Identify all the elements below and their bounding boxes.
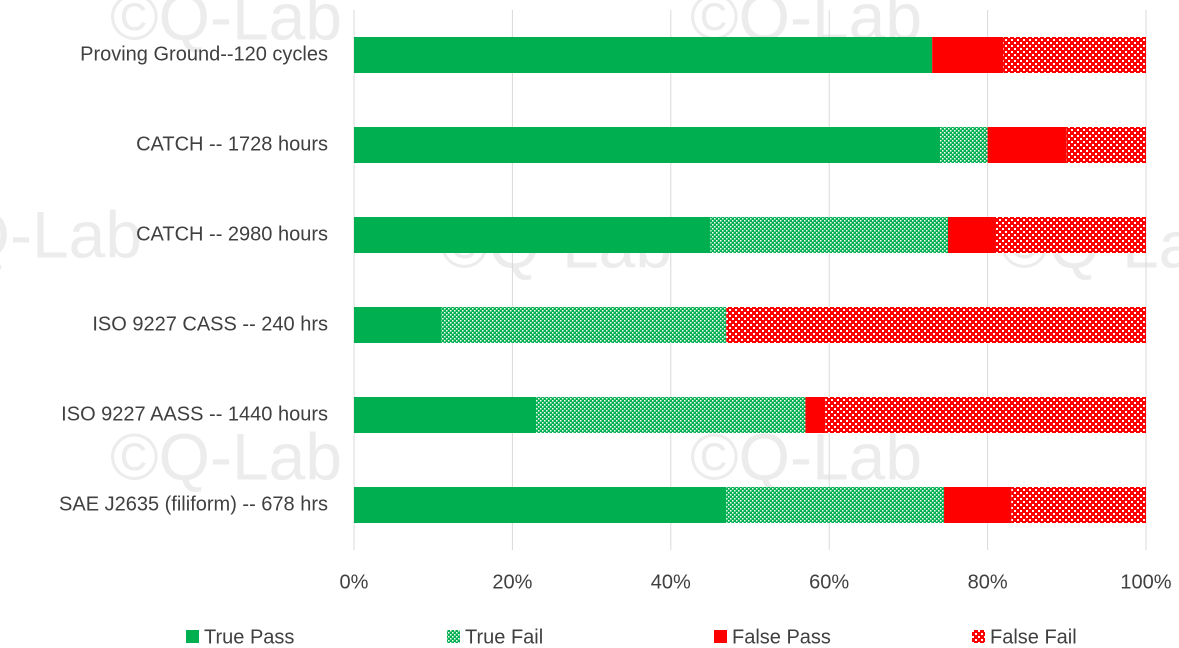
- bar-segment: [726, 307, 1146, 343]
- legend-label: True Pass: [204, 626, 294, 648]
- bar-segment: [987, 127, 1067, 163]
- bar-segment: [1066, 127, 1146, 163]
- legend-label: False Fail: [990, 626, 1077, 648]
- bar-segment: [710, 217, 948, 253]
- legend-swatch: [972, 630, 985, 643]
- x-tick-label: 0%: [340, 571, 369, 593]
- bar-segment: [354, 307, 442, 343]
- bar-segment: [1003, 37, 1146, 73]
- watermark: ©Q-Lab: [0, 197, 142, 271]
- x-tick-label: 20%: [492, 571, 532, 593]
- bar-segment: [805, 397, 826, 433]
- bar-segment: [354, 487, 727, 523]
- y-tick-label: Proving Ground--120 cycles: [80, 43, 328, 65]
- bar-segment: [354, 397, 537, 433]
- bar-segment: [726, 487, 945, 523]
- legend-swatch: [186, 630, 199, 643]
- y-tick-label: ISO 9227 AASS -- 1440 hours: [61, 403, 328, 425]
- bar-segment: [932, 37, 1004, 73]
- bar-segment: [995, 217, 1146, 253]
- y-tick-label: SAE J2635 (filiform) -- 678 hrs: [59, 493, 328, 515]
- bar-segment: [536, 397, 806, 433]
- watermark: ©Q-Lab: [110, 419, 342, 493]
- x-tick-label: 80%: [968, 571, 1008, 593]
- bar-segment: [354, 37, 933, 73]
- legend-swatch: [447, 630, 460, 643]
- y-tick-label: ISO 9227 CASS -- 240 hrs: [92, 313, 328, 335]
- y-tick-label: CATCH -- 2980 hours: [136, 223, 328, 245]
- legend-label: False Pass: [732, 626, 831, 648]
- watermark: ©Q-Lab: [110, 0, 342, 53]
- legend-swatch: [714, 630, 727, 643]
- bar-segment: [1011, 487, 1146, 523]
- x-tick-label: 60%: [809, 571, 849, 593]
- bar-segment: [354, 127, 941, 163]
- bar-segment: [441, 307, 727, 343]
- x-tick-label: 100%: [1120, 571, 1171, 593]
- bar-segment: [354, 217, 711, 253]
- legend-label: True Fail: [465, 626, 543, 648]
- bar-segment: [948, 217, 996, 253]
- bar-segment: [940, 127, 988, 163]
- x-tick-label: 40%: [651, 571, 691, 593]
- y-tick-label: CATCH -- 1728 hours: [136, 133, 328, 155]
- bar-segment: [825, 397, 1146, 433]
- bar-segment: [944, 487, 1012, 523]
